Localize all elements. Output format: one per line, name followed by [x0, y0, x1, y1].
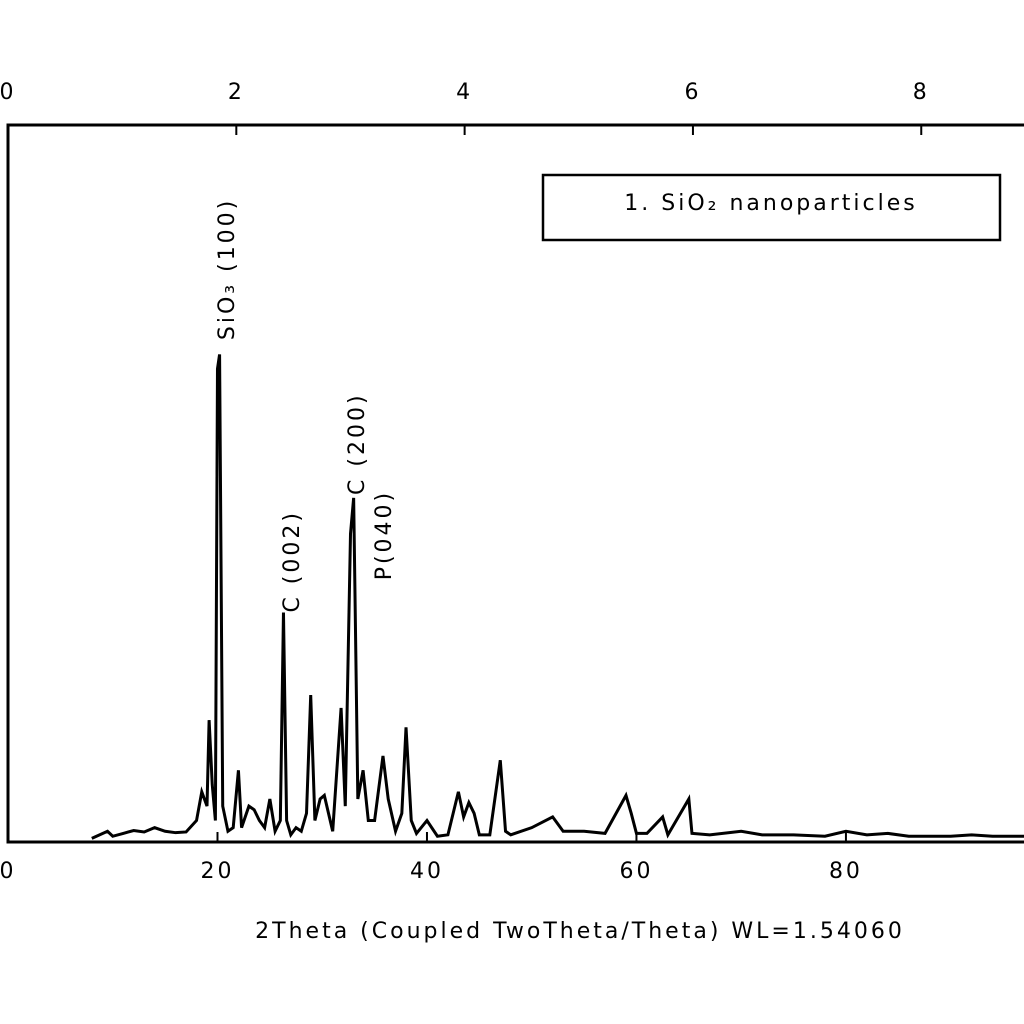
peak-annotation: SiO₃ (100): [215, 198, 240, 340]
x2-tick-label: 2: [228, 80, 245, 105]
x-tick-label: 0: [0, 859, 17, 884]
x-tick-label: 60: [619, 859, 653, 884]
x2-tick-label: 6: [684, 80, 701, 105]
legend-label: 1. SiO₂ nanoparticles: [624, 191, 917, 216]
x2-tick-label: 0: [0, 80, 17, 105]
x2-tick-label: 8: [913, 80, 930, 105]
plot-frame: [6, 123, 1024, 844]
x2-tick-label: 4: [456, 80, 473, 105]
x-tick-label: 40: [410, 859, 444, 884]
x-tick-label: 80: [829, 859, 863, 884]
peak-annotation: C (200): [345, 392, 370, 495]
legend-box: [541, 173, 1002, 242]
peak-annotation: P(040): [372, 490, 397, 580]
spectrum-line: [91, 354, 1024, 840]
x-tick-label: 20: [200, 859, 234, 884]
peak-annotation: C (002): [280, 510, 305, 613]
x-axis-label: 2Theta (Coupled TwoTheta/Theta) WL=1.540…: [255, 919, 905, 944]
